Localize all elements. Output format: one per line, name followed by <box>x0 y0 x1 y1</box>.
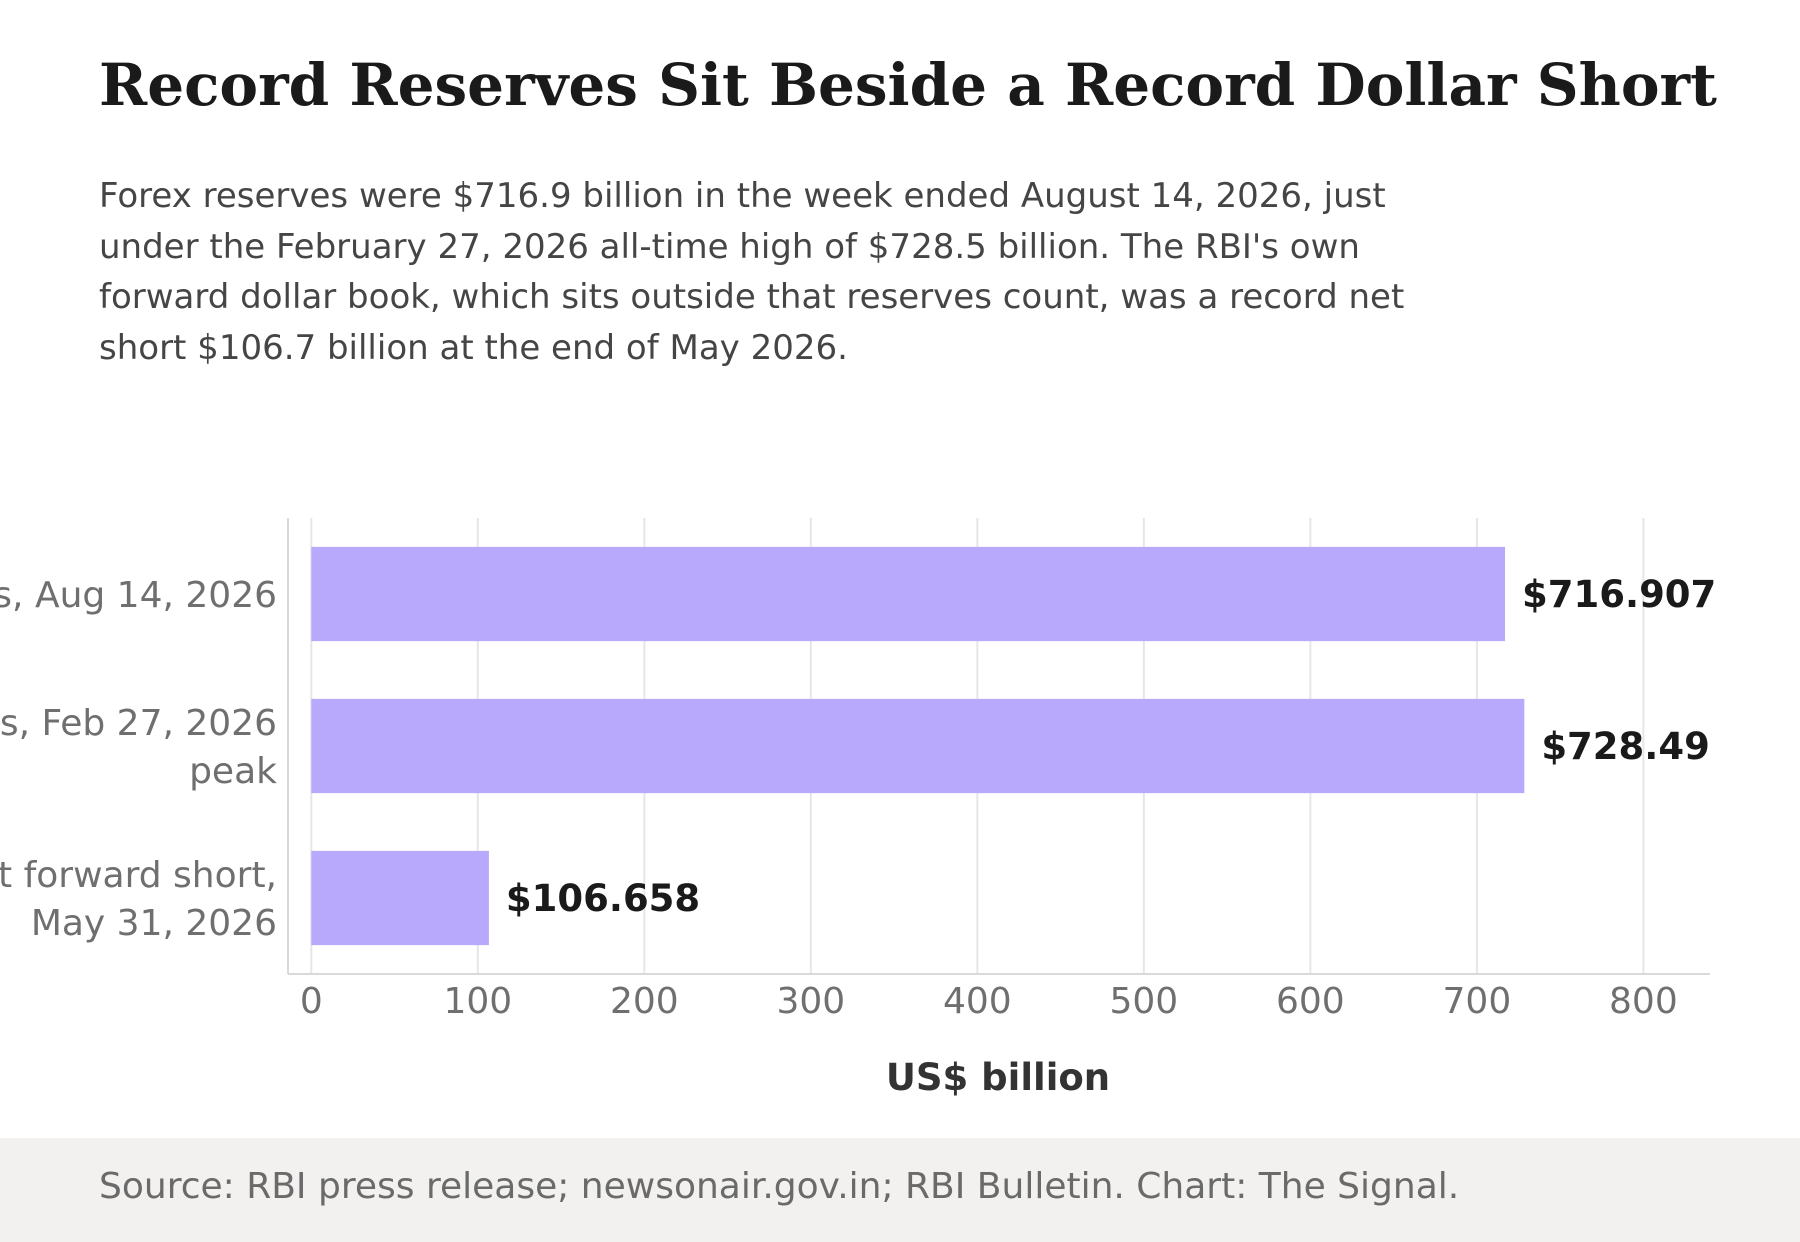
x-tick-label-100: 100 <box>443 981 512 1022</box>
footer-band <box>0 1138 1800 1242</box>
value-labels: $716.907 $728.49 $106.658 <box>506 573 1716 920</box>
bar-chart: $716.907 $728.49 $106.658 Forex reserves, … <box>0 518 1716 1099</box>
category-label-0: Forex reserves, Aug 14, 2026 <box>0 575 277 616</box>
bar-0 <box>311 546 1506 642</box>
bars <box>311 546 1525 946</box>
chart-title: Record Reserves Sit Beside a Record Doll… <box>99 51 1717 119</box>
x-tick-label-200: 200 <box>610 981 679 1022</box>
category-labels: Forex reserves, Aug 14, 2026 Forex reserv… <box>0 575 277 944</box>
axes <box>287 518 1710 975</box>
x-tick-label-800: 800 <box>1609 981 1678 1022</box>
x-tick-label-700: 700 <box>1443 981 1512 1022</box>
x-axis-title: US$ billion <box>886 1056 1110 1099</box>
bar-2 <box>311 850 489 946</box>
x-tick-label-0: 0 <box>300 981 323 1022</box>
value-label-1: $728.49 <box>1541 725 1710 768</box>
category-label-2: RBI net forward short,May 31, 2026 <box>0 855 277 944</box>
x-tick-label-400: 400 <box>943 981 1012 1022</box>
bar-1 <box>311 698 1525 794</box>
chart-subtitle: Forex reserves were $716.9 billion in th… <box>99 176 1405 368</box>
tick-labels: 0 100 200 300 400 500 600 700 800 <box>300 981 1678 1022</box>
x-tick-label-600: 600 <box>1276 981 1345 1022</box>
source-note: Source: RBI press release; newsonair.gov… <box>99 1166 1460 1207</box>
value-label-0: $716.907 <box>1522 573 1716 616</box>
x-tick-label-300: 300 <box>776 981 845 1022</box>
value-label-2: $106.658 <box>506 877 700 920</box>
x-tick-label-500: 500 <box>1110 981 1179 1022</box>
